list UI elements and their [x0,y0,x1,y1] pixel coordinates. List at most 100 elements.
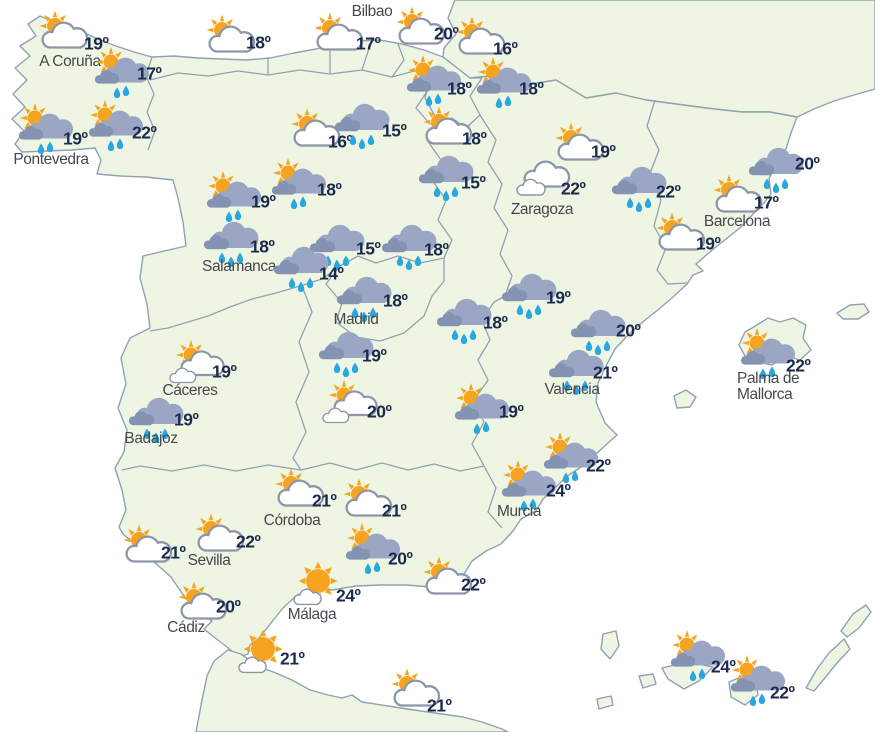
temperature-label: 21º [280,648,305,669]
africa-landmass [195,649,509,732]
partly-cloudy-icon [423,106,473,145]
temperature-label: 18º [447,78,472,99]
sun-rain-icon [501,460,557,511]
rain-icon [611,166,667,212]
partly-cloudy-icon [656,212,706,251]
temperature-label: 20º [388,548,413,569]
partly-cloudy-2-icon [169,340,225,384]
rain-icon [309,224,365,270]
rain-icon [570,309,626,355]
city-label: Málaga [287,606,337,623]
temperature-label: 20º [216,596,241,617]
partly-cloudy-icon [555,122,605,161]
partly-cloudy-icon [456,16,506,55]
rain-icon [381,224,437,270]
city-label: Salamanca [202,259,276,275]
temperature-label: 18º [519,78,544,99]
partly-cloudy-2-icon [322,380,378,424]
sun-rain-icon [454,383,510,434]
temperature-label: 19º [63,128,88,149]
temperature-label: 21º [382,500,407,521]
menorca-island [836,303,870,320]
temperature-label: 16º [493,38,518,59]
sun-rain-icon [670,630,726,681]
partly-cloudy-icon [206,14,256,53]
temperature-label: 17º [356,33,381,54]
sun-rain-icon [271,158,327,209]
temperature-label: 15º [461,172,486,193]
temperature-label: 21º [427,695,452,716]
temperature-label: 19º [362,345,387,366]
rain-icon [501,273,557,319]
temperature-label: 19º [499,401,524,422]
city-label-line: Madrid [333,311,379,328]
temperature-label: 22º [656,181,681,202]
city-label-line: Sevilla [187,552,231,569]
city-label-line: Salamanca [202,258,276,275]
temperature-label: 17º [754,192,779,213]
partly-cloudy-icon [314,12,364,51]
temperature-label: 24º [546,480,571,501]
city-label: A Coruña [39,54,101,70]
temperature-label: 18º [383,290,408,311]
temperature-label: 21º [161,542,186,563]
temperature-label: 18º [483,312,508,333]
temperature-label: 19º [591,141,616,162]
temperature-label: 24º [336,585,361,606]
temperature-label: 20º [616,320,641,341]
temperature-label: 22º [132,122,157,143]
spain-landmass [11,15,798,658]
rain-icon [436,298,492,344]
temperature-label: 18º [462,128,487,149]
temperature-label: 22º [786,355,811,376]
temperature-label: 17º [137,63,162,84]
city-label-line: Córdoba [263,512,321,529]
temperature-label: 22º [561,178,586,199]
city-label: Madrid [334,312,379,328]
sunny-icon [293,561,338,606]
sun-rain-icon [476,57,532,108]
sun-rain-icon [18,103,74,154]
sun-rain-icon [406,55,462,106]
partly-cloudy-icon [423,556,473,595]
temperature-label: 20º [434,23,459,44]
city-label-line: Málaga [287,606,337,623]
la-gomera-island [638,673,657,689]
partly-cloudy-icon [391,668,441,707]
partly-cloudy-icon [39,10,89,49]
rain-icon [548,349,604,395]
temperature-label: 21º [312,490,337,511]
rain-icon [748,147,804,193]
city-label: Cádiz [167,620,205,636]
city-label-line: Valencia [544,381,600,398]
temperature-label: 15º [356,238,381,259]
city-label: Córdoba [264,513,321,529]
temperature-label: 18º [250,236,275,257]
temperature-label: 22º [461,574,486,595]
el-hierro-island [596,695,614,710]
sun-rain-icon [730,655,786,706]
temperature-label: 24º [711,656,736,677]
sun-rain-icon [543,432,599,483]
sun-rain-icon [206,171,262,222]
city-label-line: Bilbao [351,3,393,20]
temperature-label: 19º [212,361,237,382]
temperature-label: 19º [174,409,199,430]
city-label-line: Cáceres [162,382,218,399]
city-label: Cáceres [163,383,218,399]
temperature-label: 21º [593,362,618,383]
city-label: Bilbao [352,4,393,20]
partly-cloudy-icon [178,581,228,620]
city-label-line: Zaragoza [510,201,574,218]
temperature-label: 20º [795,153,820,174]
city-label: Murcia [497,504,542,520]
partly-cloudy-icon [275,468,325,507]
city-label: Pontevedra [13,152,89,168]
temperature-label: 22º [586,455,611,476]
city-label: Zaragoza [510,201,574,218]
city-label-line: Badajoz [124,430,178,447]
sun-rain-icon [740,328,796,379]
rain-icon [334,103,390,149]
city-label: Badajoz [124,430,178,447]
